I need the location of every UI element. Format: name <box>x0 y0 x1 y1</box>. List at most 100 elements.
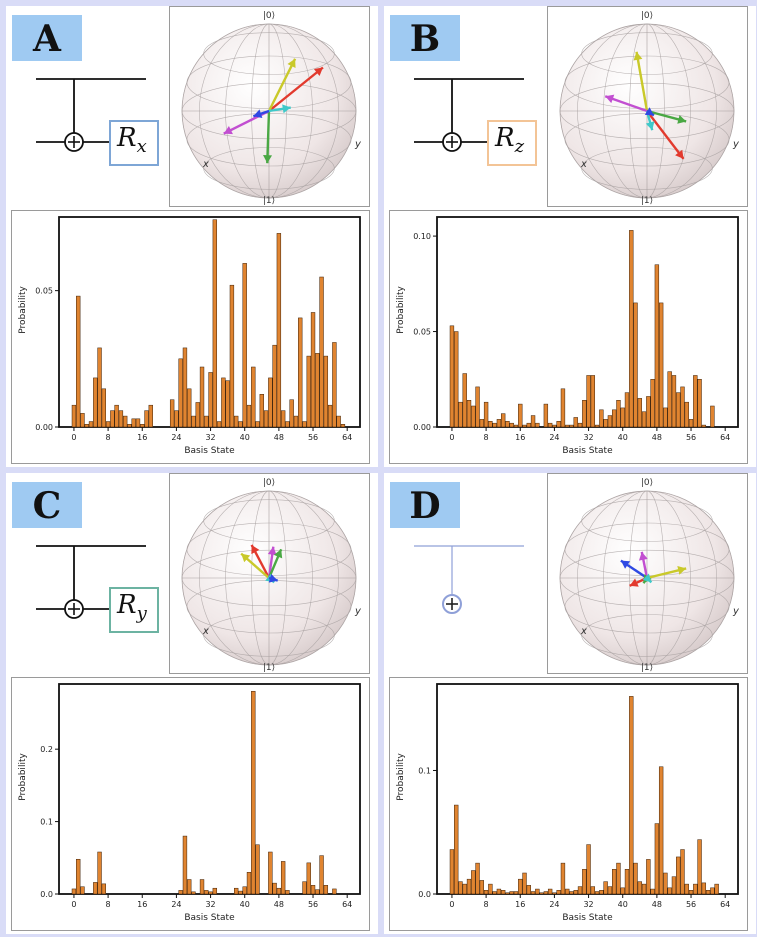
bar-state-15 <box>513 424 519 428</box>
x-tick-label: 16 <box>515 900 525 909</box>
panel-b: B Rz |0⟩ |1⟩ x y 0.00 0.05 0.10 0 8 16 24 32 40 48 56 64 B… <box>384 6 756 467</box>
bar-state-33 <box>212 219 218 428</box>
x-tick-label: 8 <box>106 900 111 909</box>
bar-state-40 <box>620 407 625 428</box>
bar-state-45 <box>263 410 269 428</box>
bar-state-61 <box>332 342 337 428</box>
bar-state-36 <box>225 380 230 428</box>
panel-letter-box: A <box>12 15 82 61</box>
bar-state-47 <box>272 344 277 428</box>
bar-state-25 <box>178 890 183 895</box>
ket-one-label: |1⟩ <box>263 196 275 206</box>
bar-state-40 <box>242 263 247 428</box>
bar-state-52 <box>671 375 677 428</box>
bar-state-46 <box>646 396 651 428</box>
bar-state-2 <box>80 413 85 428</box>
bar-state-47 <box>272 882 277 895</box>
bar-state-38 <box>612 869 617 895</box>
panel-d: D |0⟩ |1⟩ x y 0.0 0.1 0 8 16 24 32 40 48 56 64 Basis Sta… <box>384 473 756 934</box>
bar-state-63 <box>340 424 346 428</box>
bar-state-27 <box>187 879 192 895</box>
bar-state-37 <box>607 886 613 895</box>
x-tick-label: 32 <box>583 900 593 909</box>
bar-state-34 <box>216 421 222 428</box>
bar-state-3 <box>462 373 467 428</box>
y-tick-label: 0.00 <box>413 423 431 432</box>
panel-letter: C <box>32 485 62 527</box>
bar-state-25 <box>556 421 561 428</box>
bar-state-45 <box>641 883 647 895</box>
state-vector-0 <box>633 51 649 112</box>
bar-state-15 <box>135 418 141 428</box>
x-tick-label: 0 <box>71 900 76 909</box>
bar-state-58 <box>319 855 324 895</box>
gate-name: R <box>117 123 137 153</box>
bar-state-11 <box>496 419 502 428</box>
state-vector-0 <box>620 559 648 579</box>
bar-state-44 <box>637 398 642 428</box>
bar-state-44 <box>259 394 264 428</box>
bar-state-26 <box>182 347 188 428</box>
bar-state-48 <box>654 264 660 428</box>
state-vector-1 <box>604 94 648 113</box>
bar-state-30 <box>199 366 205 428</box>
state-vector-1 <box>240 552 270 579</box>
bar-state-41 <box>624 869 630 895</box>
bar-state-33 <box>212 887 218 895</box>
x-axis-title: Basis State <box>562 446 613 456</box>
bar-state-13 <box>505 421 510 428</box>
bar-state-28 <box>191 891 196 895</box>
bar-state-55 <box>684 883 689 895</box>
y-axis-label: y <box>732 606 740 617</box>
bloch-sphere: |0⟩ |1⟩ x y <box>169 6 370 207</box>
state-vector-5 <box>268 574 279 583</box>
bloch-sphere: |0⟩ |1⟩ x y <box>169 473 370 674</box>
bar-state-16 <box>518 878 523 895</box>
rotation-gate-box <box>109 120 159 166</box>
x-tick-label: 40 <box>618 900 628 909</box>
x-axis-label: x <box>580 159 587 170</box>
rotation-gate-box <box>487 120 537 166</box>
ket-zero-label: |0⟩ <box>641 478 653 488</box>
bar-state-51 <box>289 399 294 428</box>
bar-state-59 <box>323 885 329 895</box>
bar-state-32 <box>586 844 591 895</box>
bar-state-29 <box>573 890 578 895</box>
gate-subscript: y <box>136 603 147 625</box>
ket-one-label: |1⟩ <box>641 663 653 673</box>
bar-state-6 <box>475 386 480 428</box>
bar-state-32 <box>586 375 591 428</box>
bar-state-57 <box>315 889 320 895</box>
bar-state-51 <box>667 371 672 428</box>
x-axis-title: Basis State <box>562 913 613 923</box>
bar-state-54 <box>302 421 307 428</box>
x-axis-title: Basis State <box>184 446 235 456</box>
bar-state-30 <box>199 879 205 895</box>
x-tick-label: 8 <box>484 900 489 909</box>
bar-state-61 <box>710 887 715 895</box>
y-axis-label: y <box>354 606 362 617</box>
state-vector-1 <box>267 58 297 112</box>
bar-state-31 <box>204 415 209 428</box>
bar-state-9 <box>488 883 493 895</box>
bar-state-10 <box>492 891 497 895</box>
circuit-diagram <box>6 528 166 668</box>
bar-state-58 <box>697 839 702 895</box>
bar-state-46 <box>646 859 651 895</box>
bar-state-10 <box>492 422 497 428</box>
rotation-gate-box <box>109 587 159 633</box>
bar-state-24 <box>552 892 557 895</box>
y-tick-label: 0.05 <box>413 328 431 337</box>
panel-c: C Ry |0⟩ |1⟩ x y 0.0 0.1 0.2 0 8 16 24 32 40 48 56 64 Basi… <box>6 473 378 934</box>
bar-state-20 <box>535 422 540 428</box>
bar-state-40 <box>242 886 247 895</box>
x-tick-label: 0 <box>449 900 454 909</box>
bar-state-36 <box>603 419 608 428</box>
bar-state-42 <box>629 230 634 428</box>
bar-state-47 <box>650 888 655 895</box>
bar-state-24 <box>552 424 557 428</box>
bar-state-43 <box>633 302 638 428</box>
bar-state-41 <box>624 392 630 428</box>
bar-state-56 <box>310 885 316 895</box>
bar-state-42 <box>629 696 634 895</box>
